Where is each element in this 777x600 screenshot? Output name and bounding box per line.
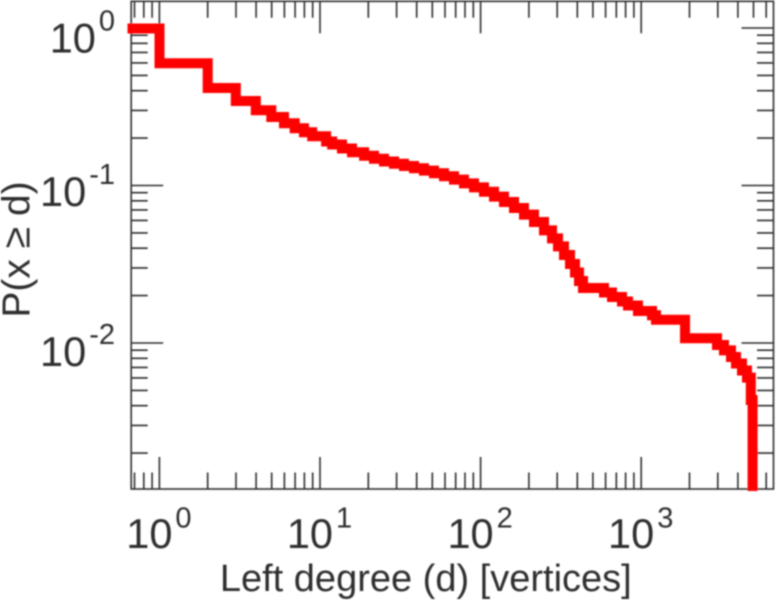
svg-text:P(x ≥ d): P(x ≥ d) bbox=[0, 181, 39, 317]
svg-text:100: 10 0 bbox=[126, 503, 191, 558]
svg-text:Left degree (d) [vertices]: Left degree (d) [vertices] bbox=[220, 558, 632, 600]
svg-text:100: 10 0 bbox=[50, 5, 115, 61]
